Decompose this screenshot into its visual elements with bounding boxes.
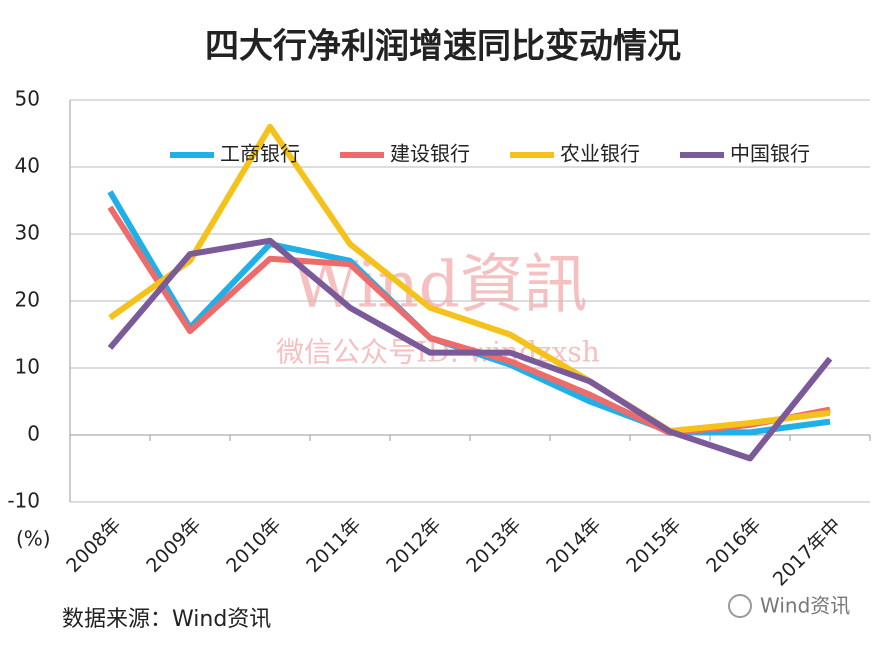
legend-label: 建设银行 bbox=[390, 142, 470, 166]
y-tick-label: -10 bbox=[7, 489, 40, 513]
brand-icon bbox=[728, 594, 752, 618]
brand: Wind资讯 bbox=[760, 594, 850, 618]
y-tick-label: 30 bbox=[15, 221, 40, 245]
y-tick-label: 20 bbox=[15, 288, 40, 312]
y-tick-label: 0 bbox=[27, 422, 40, 446]
legend-label: 工商银行 bbox=[220, 142, 300, 166]
y-tick-label: 50 bbox=[15, 87, 40, 111]
source-note: 数据来源：Wind资讯 bbox=[62, 607, 271, 632]
chart-title: 四大行净利润增速同比变动情况 bbox=[205, 27, 681, 67]
y-tick-label: 40 bbox=[15, 154, 40, 178]
y-axis-label: (%) bbox=[16, 527, 51, 551]
legend-label: 农业银行 bbox=[560, 142, 640, 166]
y-tick-label: 10 bbox=[15, 355, 40, 379]
series-line bbox=[108, 123, 831, 434]
series-line bbox=[107, 237, 833, 462]
legend-label: 中国银行 bbox=[730, 142, 810, 166]
